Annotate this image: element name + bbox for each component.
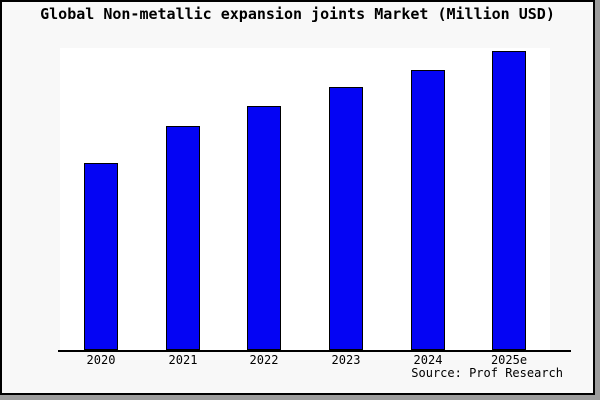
bar-2020 xyxy=(84,163,118,350)
chart-title: Global Non-metallic expansion joints Mar… xyxy=(40,5,555,23)
bar-2023 xyxy=(329,87,363,350)
plot-area xyxy=(60,48,550,350)
x-tick-label-2020: 2020 xyxy=(86,353,116,367)
x-axis-line xyxy=(58,350,571,352)
bar-2025e xyxy=(492,51,526,350)
bar-2024 xyxy=(411,70,445,350)
x-tick-label-2022: 2022 xyxy=(249,353,279,367)
source-credit: Source: Prof Research xyxy=(411,366,563,380)
bar-2021 xyxy=(166,126,200,350)
x-tick-label-2024: 2024 xyxy=(413,353,443,367)
x-tick-label-2025e: 2025e xyxy=(490,353,528,367)
x-tick-label-2021: 2021 xyxy=(168,353,198,367)
bar-2022 xyxy=(247,106,281,350)
x-axis-tick-labels: 2020 2021 2022 2023 2024 2025e xyxy=(60,353,550,367)
x-tick-label-2023: 2023 xyxy=(331,353,361,367)
